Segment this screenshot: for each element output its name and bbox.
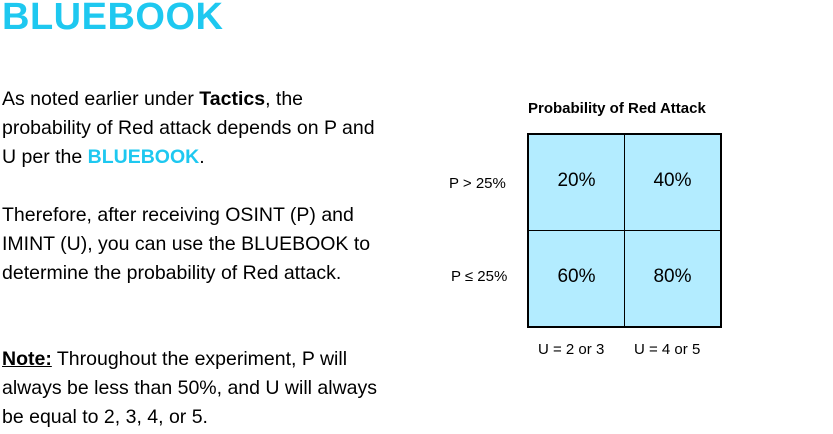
paragraph-text: As noted earlier under bbox=[2, 88, 200, 110]
bluebook-term: BLUEBOOK bbox=[87, 146, 200, 168]
paragraph-text: , the probability of Red attack depends … bbox=[2, 88, 375, 168]
note-label: Note: bbox=[2, 348, 52, 370]
note-text: Throughout the experiment, P will always… bbox=[2, 348, 378, 428]
table-cell: 20% bbox=[529, 135, 625, 231]
tactics-paragraph: As noted earlier under Tactics, the prob… bbox=[2, 85, 382, 172]
instructions-paragraph: Therefore, after receiving OSINT (P) and… bbox=[2, 204, 371, 284]
column-label: U = 2 or 3 bbox=[538, 341, 605, 358]
tactics-term: Tactics bbox=[199, 88, 266, 110]
row-label: P > 25% bbox=[449, 175, 506, 192]
note-paragraph: Note: Throughout the experiment, P will … bbox=[2, 345, 382, 432]
probability-table: 20% 40% 60% 80% bbox=[527, 133, 722, 328]
paragraph-text: . bbox=[199, 146, 205, 168]
table-cell: 80% bbox=[653, 265, 692, 287]
column-label: U = 4 or 5 bbox=[634, 341, 701, 358]
page-title: BLUEBOOK bbox=[2, 0, 224, 38]
table-cell: 60% bbox=[529, 231, 625, 326]
table-cell: 40% bbox=[625, 135, 720, 231]
row-label: P ≤ 25% bbox=[451, 268, 508, 285]
table-title: Probability of Red Attack bbox=[528, 100, 706, 117]
